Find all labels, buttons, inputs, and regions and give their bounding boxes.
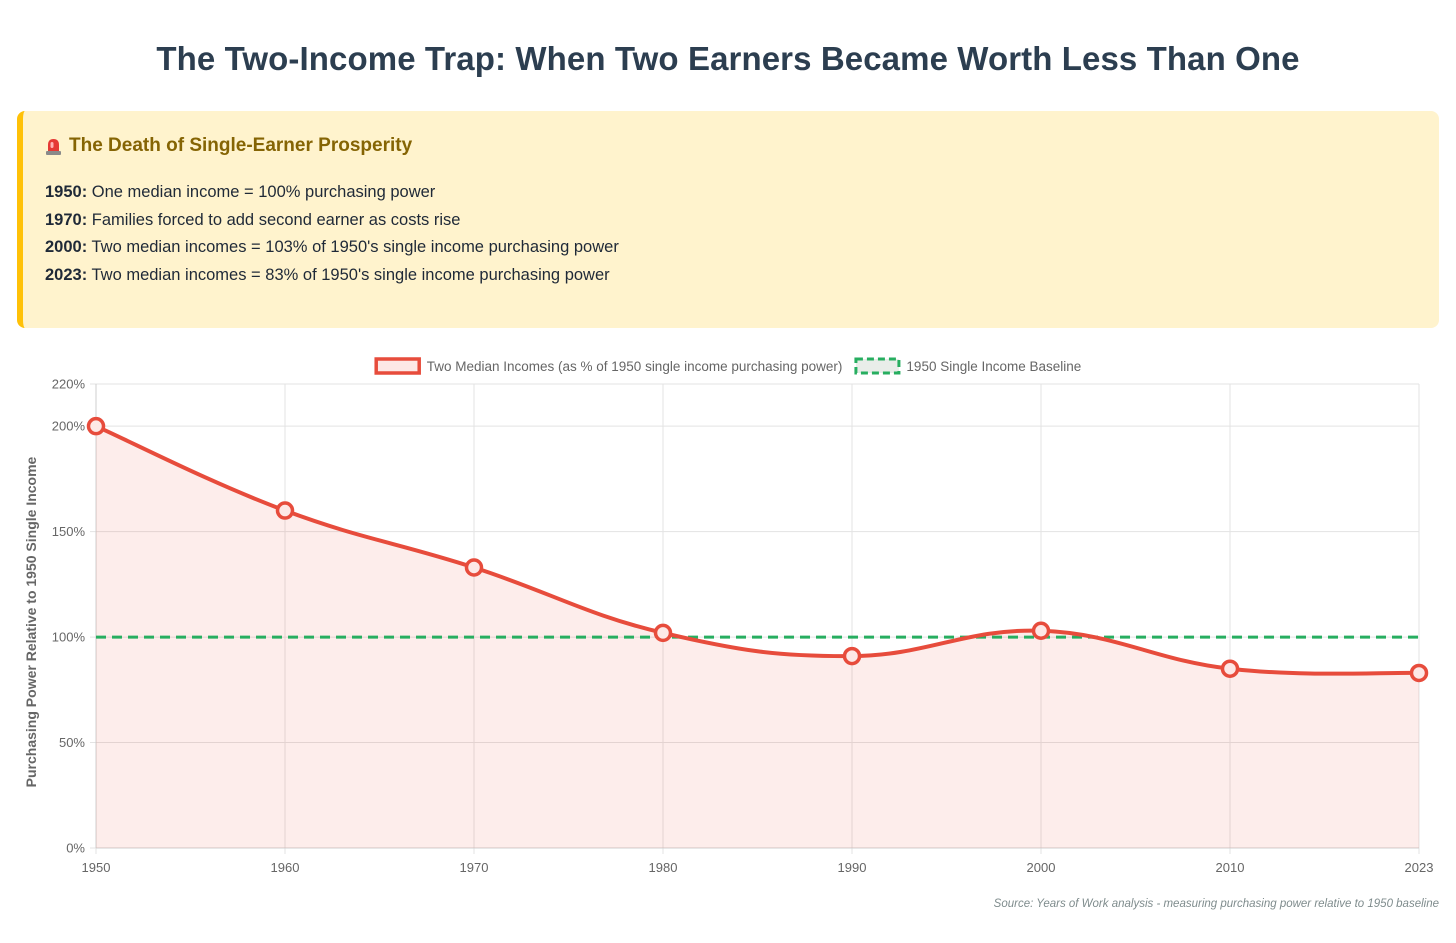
alert-line-year: 2023: bbox=[45, 265, 88, 284]
alert-line-year: 1970: bbox=[45, 210, 88, 229]
alert-heading: The Death of Single-Earner Prosperity bbox=[45, 135, 1417, 157]
alert-line-text: Two median incomes = 83% of 1950's singl… bbox=[87, 265, 610, 284]
legend-swatch-baseline bbox=[854, 357, 901, 375]
alert-line-text: Families forced to add second earner as … bbox=[87, 210, 461, 229]
y-tick-label: 150% bbox=[52, 524, 86, 539]
alert-line: 1970: Families forced to add second earn… bbox=[45, 207, 1417, 235]
y-tick-label: 200% bbox=[52, 419, 86, 434]
source-note: Source: Years of Work analysis - measuri… bbox=[993, 898, 1439, 910]
alert-box: The Death of Single-Earner Prosperity 19… bbox=[17, 111, 1439, 328]
alert-heading-text: The Death of Single-Earner Prosperity bbox=[69, 135, 413, 156]
x-tick-label: 2010 bbox=[1216, 860, 1245, 875]
y-tick-label: 0% bbox=[66, 841, 85, 856]
chart: 0% 50% 100% 150% 200% 220% 1950 1960 1970 1980 199… bbox=[23, 357, 1434, 875]
legend-label-income: Two Median Incomes (as % of 1950 single … bbox=[427, 359, 843, 374]
alert-line-year: 1950: bbox=[45, 183, 88, 201]
alert-line-year: 2000: bbox=[45, 238, 88, 256]
page-title: The Two-Income Trap: When Two Earners Be… bbox=[156, 40, 1300, 77]
y-tick-label: 100% bbox=[52, 630, 86, 645]
alert-line-text: Two median incomes = 103% of 1950's sing… bbox=[87, 238, 619, 256]
y-axis-title: Purchasing Power Relative to 1950 Single… bbox=[23, 456, 39, 787]
x-tick-label: 1990 bbox=[838, 860, 867, 875]
data-point-1950 bbox=[86, 416, 106, 436]
siren-icon bbox=[45, 137, 62, 155]
data-point-1990 bbox=[842, 646, 862, 666]
x-tick-label: 1950 bbox=[82, 860, 111, 875]
x-tick-label: 1960 bbox=[271, 860, 300, 875]
data-point-1970 bbox=[464, 558, 484, 577]
alert-line: 2000: Two median incomes = 103% of 1950'… bbox=[45, 234, 1417, 262]
alert-lines: 1950: One median income = 100% purchasin… bbox=[45, 179, 1417, 289]
data-point-1980 bbox=[653, 623, 673, 643]
legend-label-baseline: 1950 Single Income Baseline bbox=[906, 359, 1081, 374]
x-tick-label: 1970 bbox=[460, 860, 489, 875]
x-tick-label: 1980 bbox=[649, 860, 678, 875]
income-series-line bbox=[95, 424, 1420, 676]
data-point-2010 bbox=[1220, 659, 1240, 678]
legend-swatch-income bbox=[374, 357, 421, 375]
data-point-1960 bbox=[275, 501, 295, 520]
alert-line-text: One median income = 100% purchasing powe… bbox=[87, 183, 436, 201]
series-area-fill bbox=[96, 426, 1419, 848]
data-point-2023 bbox=[1409, 663, 1429, 683]
alert-line: 2023: Two median incomes = 83% of 1950's… bbox=[45, 262, 1417, 290]
alert-line: 1950: One median income = 100% purchasin… bbox=[45, 179, 1417, 207]
y-tick-label: 220% bbox=[52, 377, 86, 392]
y-tick-label: 50% bbox=[59, 735, 85, 750]
data-point-2000 bbox=[1031, 621, 1051, 641]
x-tick-label: 2000 bbox=[1027, 860, 1056, 875]
x-tick-label: 2023 bbox=[1405, 860, 1434, 875]
